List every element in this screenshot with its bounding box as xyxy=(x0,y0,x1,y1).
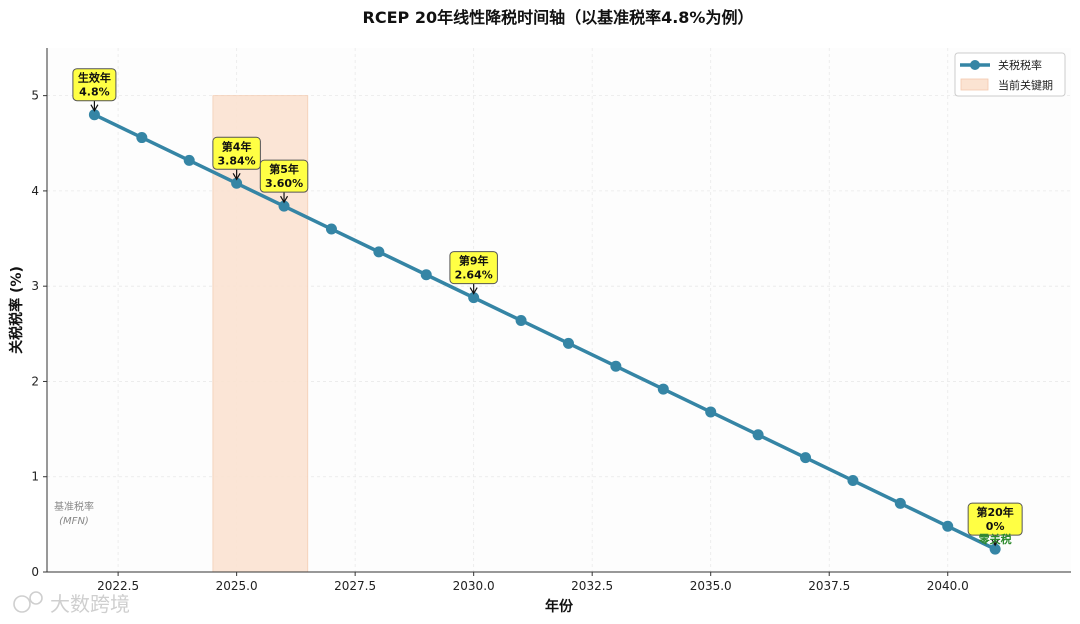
x-tick-label: 2025.0 xyxy=(216,579,258,593)
annotation-label-line2: 3.60% xyxy=(265,177,303,190)
plot-area xyxy=(47,48,1071,572)
x-tick-label: 2032.5 xyxy=(571,579,613,593)
baseline-label-line2: (MFN) xyxy=(59,516,89,527)
annotation-label-line1: 第20年 xyxy=(976,505,1013,519)
legend: 关税税率 当前关键期 xyxy=(954,52,1066,97)
zero-tariff-label: 零关税 xyxy=(978,532,1012,546)
annotation-label-line1: 第4年 xyxy=(222,139,252,153)
y-tick-label: 0 xyxy=(31,565,39,579)
data-point xyxy=(989,543,1001,555)
annotation-box xyxy=(259,159,309,193)
annotation-box xyxy=(212,136,261,170)
data-point xyxy=(657,383,669,395)
series-line xyxy=(92,112,997,551)
data-point xyxy=(894,497,906,509)
chart-title: RCEP 20年线性降税时间轴（以基准税率4.8%为例） xyxy=(363,8,754,27)
annotation-arrowhead xyxy=(90,104,99,112)
annotation-label-line1: 第9年 xyxy=(459,254,489,268)
y-tick-label: 5 xyxy=(31,89,39,103)
data-point xyxy=(800,452,812,464)
data-point xyxy=(325,223,337,235)
data-point xyxy=(468,292,480,304)
annotation-label-line2: 0% xyxy=(986,520,1005,533)
legend-span-swatch xyxy=(960,78,989,91)
annotation-arrowhead xyxy=(991,538,1000,547)
data-point xyxy=(231,177,243,189)
y-tick-label: 2 xyxy=(31,374,39,388)
data-point xyxy=(752,429,764,441)
y-tick-label: 3 xyxy=(31,279,39,293)
data-point xyxy=(373,246,385,258)
baseline-label-line1: 基准税率 xyxy=(54,500,94,513)
annotation-label-line1: 第5年 xyxy=(269,162,299,176)
annotation-arrowhead xyxy=(280,195,289,204)
data-point xyxy=(562,337,574,349)
series-layer xyxy=(88,109,1001,555)
y-axis-ticks: 0 1 2 3 4 5 xyxy=(31,89,47,579)
x-tick-label: 2027.5 xyxy=(334,579,376,593)
annotation-box xyxy=(449,251,498,285)
legend-marker-swatch xyxy=(970,60,980,70)
annotation-label-line1: 生效年 xyxy=(78,71,111,85)
data-point xyxy=(183,154,195,166)
annotation-box xyxy=(967,502,1023,536)
annotation-label-line2: 3.84% xyxy=(218,154,256,167)
data-point xyxy=(942,520,954,532)
axes xyxy=(46,48,1071,573)
data-point xyxy=(278,200,290,212)
annotation-arrowhead xyxy=(469,287,478,295)
data-point xyxy=(515,314,527,326)
y-axis-label: 关税税率 (%) xyxy=(8,266,25,354)
data-point xyxy=(705,406,717,418)
legend-entry-series: 关税税率 xyxy=(998,58,1042,72)
baseline-label: 基准税率 (MFN) xyxy=(54,500,94,527)
x-tick-label: 2030.0 xyxy=(453,579,495,593)
watermark: 大数跨境 xyxy=(13,591,130,616)
watermark-text: 大数跨境 xyxy=(50,592,130,616)
y-tick-label: 1 xyxy=(31,470,39,484)
data-point xyxy=(610,360,622,372)
data-point xyxy=(420,269,432,281)
annotation-label-line2: 4.8% xyxy=(79,86,110,99)
legend-entry-span: 当前关键期 xyxy=(998,78,1053,92)
annotation-label-line2: 2.64% xyxy=(455,269,493,282)
data-point xyxy=(88,109,100,121)
annotation-arrowhead xyxy=(232,172,241,181)
x-tick-label: 2035.0 xyxy=(690,579,732,593)
x-axis-ticks: 2022.5 2025.0 2027.5 2030.0 2032.5 2035.0 2037… xyxy=(97,572,969,593)
annotation-box xyxy=(72,68,117,102)
x-tick-label: 2037.5 xyxy=(808,579,850,593)
x-tick-label: 2040.0 xyxy=(927,579,969,593)
y-tick-label: 4 xyxy=(31,184,39,198)
data-point xyxy=(136,132,148,144)
data-point xyxy=(847,475,859,487)
watermark-logo-icon xyxy=(13,591,43,613)
x-tick-label: 2022.5 xyxy=(97,579,139,593)
x-axis-label: 年份 xyxy=(545,598,574,615)
